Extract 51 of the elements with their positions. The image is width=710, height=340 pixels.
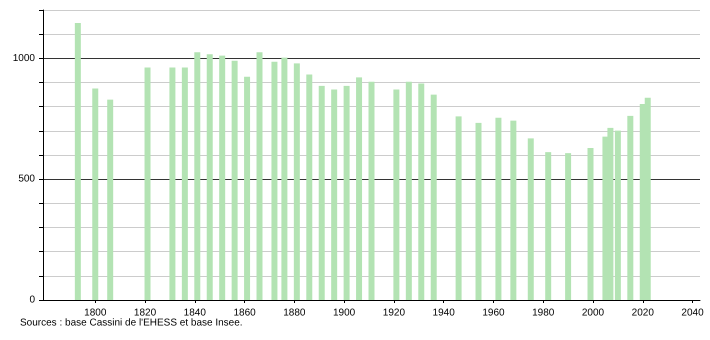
bar xyxy=(456,116,462,300)
x-tick-label: 1800 xyxy=(84,308,107,318)
bar xyxy=(244,76,250,300)
x-tick-label: 1900 xyxy=(333,308,356,318)
x-tick-label: 1960 xyxy=(482,308,506,318)
bar xyxy=(182,68,188,300)
bar xyxy=(528,138,534,300)
bar xyxy=(331,90,338,300)
bar xyxy=(232,60,238,300)
bar xyxy=(169,68,176,300)
bar xyxy=(356,77,362,300)
y-tick-label: 500 xyxy=(18,174,36,185)
bar xyxy=(545,152,552,300)
bar xyxy=(206,54,213,300)
bar xyxy=(271,62,278,300)
bar xyxy=(144,68,151,300)
x-tick-label: 2040 xyxy=(681,308,704,318)
bar xyxy=(430,94,437,300)
bar xyxy=(92,88,98,300)
x-tick-label: 1920 xyxy=(382,308,406,318)
bar xyxy=(107,100,114,300)
bar xyxy=(565,153,572,300)
x-tick-label: 1820 xyxy=(134,308,157,318)
bar xyxy=(74,23,81,300)
bar xyxy=(294,63,300,300)
bar xyxy=(418,83,424,300)
source-note: Sources : base Cassini de l'EHESS et base Insee. xyxy=(20,318,243,328)
bar xyxy=(627,116,634,300)
x-tick-label: 1980 xyxy=(532,308,555,318)
x-tick-label: 1940 xyxy=(432,308,456,318)
bar xyxy=(588,148,594,300)
bar xyxy=(194,52,200,300)
bar xyxy=(510,120,516,300)
bar xyxy=(368,82,374,300)
x-tick-label: 2020 xyxy=(632,308,654,318)
x-tick-label: 2000 xyxy=(582,308,605,318)
y-tick-label: 1000 xyxy=(12,52,36,64)
bar xyxy=(318,86,325,300)
bar xyxy=(406,82,412,300)
bar xyxy=(476,122,482,300)
bar xyxy=(281,58,288,300)
x-tick-label: 1840 xyxy=(184,308,206,318)
bar xyxy=(344,86,350,300)
y-tick-label: 0 xyxy=(29,294,36,306)
bar xyxy=(256,52,263,300)
x-tick-label: 1860 xyxy=(233,308,256,318)
bar xyxy=(306,74,312,300)
bar xyxy=(495,118,502,300)
bar xyxy=(219,56,226,300)
x-tick-label: 1880 xyxy=(283,308,306,318)
bar xyxy=(393,90,400,300)
